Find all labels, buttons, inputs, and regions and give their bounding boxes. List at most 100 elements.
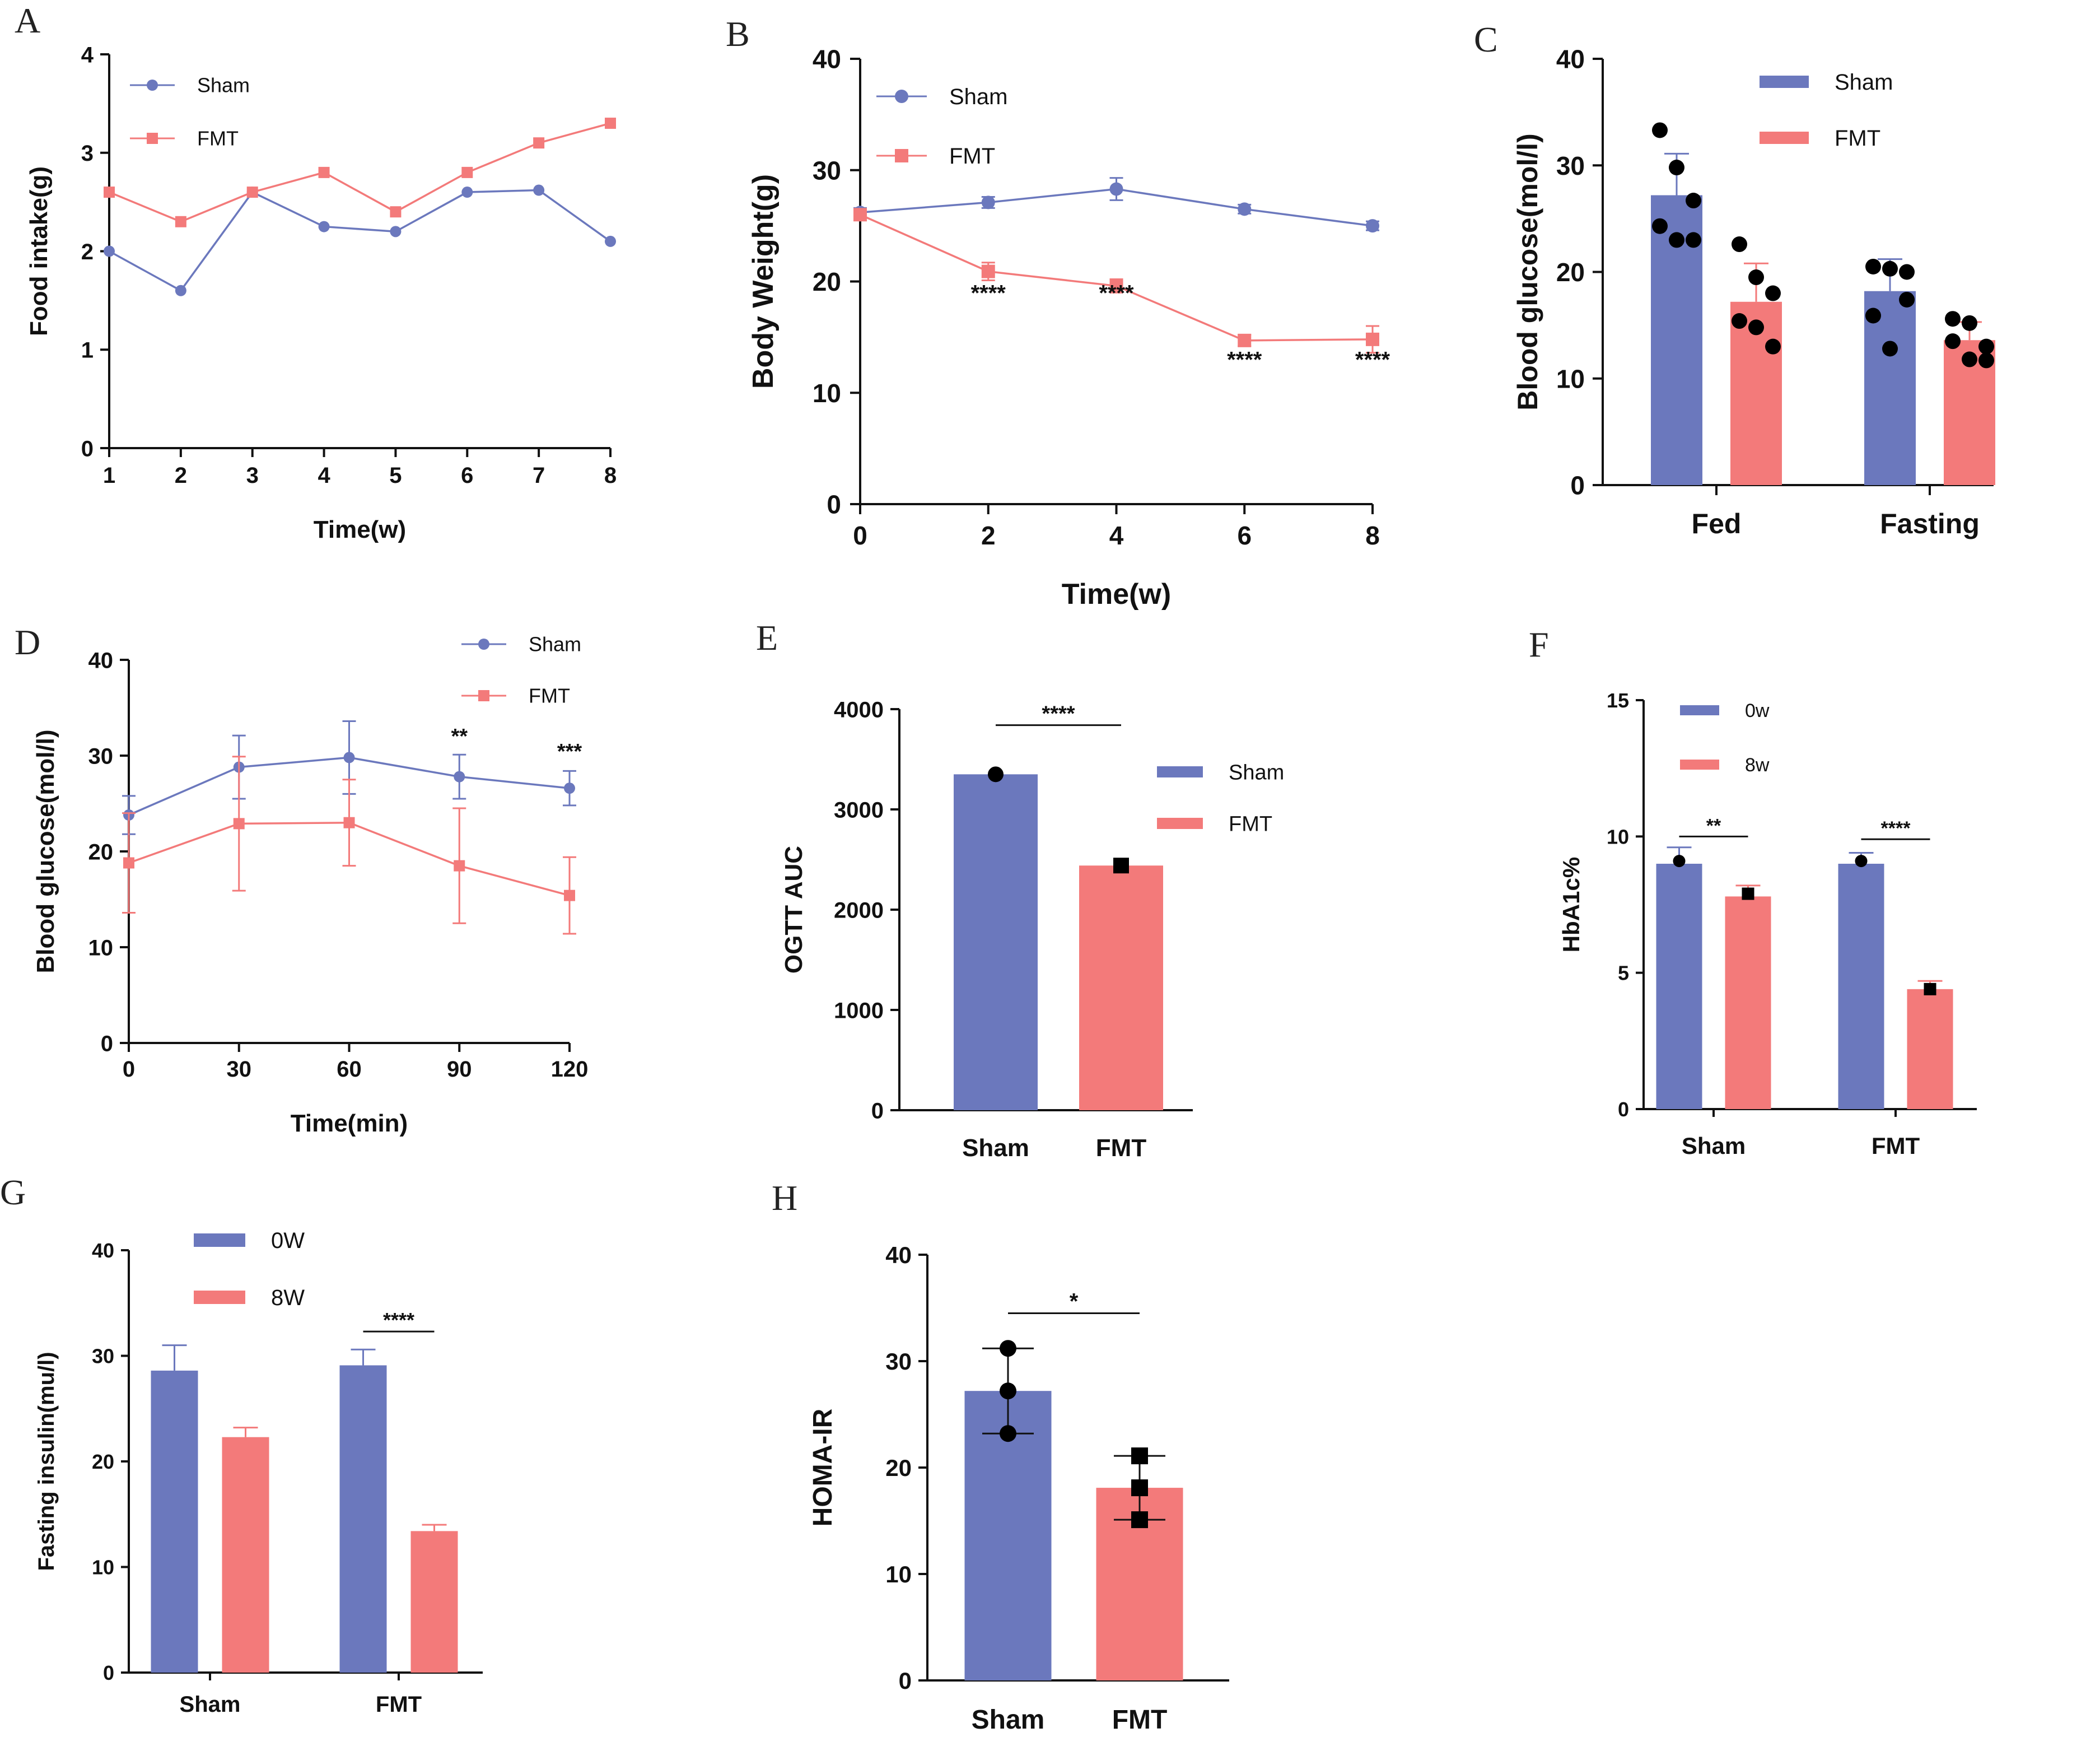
legend-label: FMT bbox=[949, 144, 995, 169]
y-tick-label: 5 bbox=[1618, 962, 1629, 985]
y-tick-label: 2000 bbox=[834, 898, 884, 923]
y-axis-title: HOMA-IR bbox=[808, 1409, 838, 1527]
data-point bbox=[454, 771, 465, 783]
x-tick-label: 8 bbox=[604, 463, 617, 488]
data-point bbox=[343, 817, 355, 828]
y-tick-label: 10 bbox=[885, 1561, 912, 1587]
bar bbox=[1656, 864, 1702, 1109]
legend: Sham FMT bbox=[876, 85, 1008, 169]
panel-letter-e: E bbox=[756, 618, 778, 658]
significance-label: *** bbox=[557, 740, 582, 763]
panel-b: 0 10 20 30 40 Body Weight(g) 0 2 4 6 8 Time(w) **** *… bbox=[747, 45, 1390, 611]
legend-swatch bbox=[1760, 132, 1809, 144]
data-point bbox=[564, 783, 575, 794]
legend-label: 8w bbox=[1745, 755, 1770, 776]
bar bbox=[954, 774, 1038, 1110]
x-tick-label: 120 bbox=[551, 1057, 589, 1082]
bar bbox=[410, 1531, 458, 1673]
y-tick-label: 0 bbox=[81, 436, 94, 461]
significance-label: * bbox=[1070, 1289, 1079, 1314]
data-point bbox=[1366, 332, 1379, 346]
x-axis-title: Time(w) bbox=[314, 516, 406, 543]
x-tick-label: 60 bbox=[337, 1057, 362, 1082]
data-dot bbox=[988, 766, 1004, 783]
legend-label: FMT bbox=[529, 684, 570, 707]
legend-label: 0w bbox=[1745, 700, 1770, 721]
y-tick-label: 0 bbox=[827, 490, 841, 519]
bar bbox=[1725, 896, 1771, 1109]
data-point bbox=[1238, 333, 1252, 347]
series-fmt bbox=[1730, 236, 1995, 485]
series-0w bbox=[1656, 846, 1884, 1109]
significance-label: **** bbox=[383, 1308, 414, 1331]
data-dot bbox=[1765, 285, 1781, 301]
data-point bbox=[533, 184, 545, 196]
y-axis-title: Blood glucose(mol/l) bbox=[32, 729, 59, 973]
data-point bbox=[104, 245, 115, 257]
legend-label: Sham bbox=[529, 633, 581, 656]
data-dot bbox=[1131, 1479, 1148, 1497]
bar bbox=[222, 1437, 269, 1673]
y-tick-label: 0 bbox=[871, 1098, 884, 1123]
legend-swatch bbox=[1157, 818, 1203, 829]
y-tick-label: 30 bbox=[813, 156, 841, 185]
data-dot bbox=[1669, 232, 1684, 248]
legend-marker bbox=[147, 133, 158, 144]
data-dot bbox=[1000, 1382, 1016, 1400]
data-dot bbox=[1673, 855, 1686, 868]
y-tick-label: 0 bbox=[1618, 1098, 1629, 1121]
bar bbox=[1907, 989, 1953, 1109]
series-line bbox=[109, 122, 611, 223]
legend-swatch bbox=[1760, 76, 1809, 88]
data-dot bbox=[1865, 308, 1881, 324]
data-dot bbox=[1865, 258, 1881, 274]
y-tick-label: 10 bbox=[813, 379, 841, 408]
data-dot bbox=[1882, 260, 1898, 277]
significance-label: **** bbox=[971, 281, 1006, 305]
x-tick-label: 6 bbox=[461, 463, 473, 488]
legend: Sham FMT bbox=[130, 74, 250, 150]
x-category-label: Sham bbox=[972, 1705, 1045, 1735]
series-line bbox=[860, 213, 1373, 342]
series-0w bbox=[151, 1344, 387, 1673]
y-tick-label: 4 bbox=[81, 43, 94, 67]
data-point bbox=[605, 118, 616, 129]
data-point bbox=[1238, 202, 1252, 216]
x-tick-label: 4 bbox=[318, 463, 330, 488]
data-point bbox=[853, 208, 867, 222]
x-category-label: Sham bbox=[1682, 1133, 1746, 1159]
data-dot bbox=[1686, 193, 1701, 209]
data-dot bbox=[1652, 218, 1668, 234]
data-point bbox=[1366, 219, 1379, 233]
data-dot bbox=[1765, 338, 1781, 355]
data-point bbox=[390, 226, 402, 237]
x-axis-title: Time(w) bbox=[1062, 578, 1172, 611]
legend-swatch bbox=[1680, 705, 1719, 715]
legend: 0w 8w bbox=[1680, 700, 1770, 776]
legend-marker bbox=[895, 149, 908, 162]
x-tick-label: 4 bbox=[1109, 521, 1124, 550]
data-dot bbox=[1962, 351, 1977, 367]
series-8w bbox=[222, 1427, 458, 1673]
panel-letter-h: H bbox=[772, 1178, 797, 1218]
legend-label: FMT bbox=[197, 127, 239, 150]
data-dot bbox=[1855, 855, 1868, 868]
y-axis-title: HbA1c% bbox=[1558, 857, 1584, 952]
y-tick-label: 10 bbox=[88, 935, 114, 960]
x-tick-label: 0 bbox=[123, 1057, 135, 1082]
bar bbox=[339, 1365, 387, 1673]
series-8w bbox=[1725, 884, 1953, 1109]
x-category-label: Fasting bbox=[1880, 508, 1980, 539]
y-tick-label: 1 bbox=[81, 338, 94, 363]
significance-label: ** bbox=[451, 725, 468, 748]
data-dot bbox=[1742, 887, 1754, 900]
y-tick-label: 40 bbox=[813, 45, 841, 74]
legend-label: Sham bbox=[197, 74, 250, 97]
panel-g: 0 10 20 30 40 Fasting insulin(mu/l) Sham FMT ***… bbox=[34, 1228, 483, 1717]
series-sham bbox=[853, 177, 1379, 233]
data-dot bbox=[1000, 1340, 1016, 1357]
y-tick-label: 40 bbox=[885, 1242, 912, 1268]
x-tick-label: 30 bbox=[227, 1057, 252, 1082]
y-tick-label: 1000 bbox=[834, 998, 884, 1023]
